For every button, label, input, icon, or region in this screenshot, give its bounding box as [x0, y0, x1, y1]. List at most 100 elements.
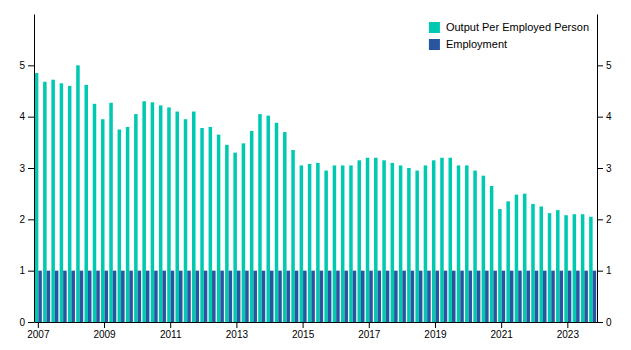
- bar: [523, 194, 527, 322]
- bar: [71, 271, 75, 322]
- bar: [415, 171, 419, 322]
- bar: [568, 271, 572, 322]
- legend: Output Per Employed Person Employment: [429, 21, 589, 50]
- bar: [196, 271, 200, 322]
- y2-tick-mark: [597, 65, 603, 66]
- bar: [200, 128, 204, 322]
- bar: [510, 271, 514, 322]
- y2-tick-mark: [597, 117, 603, 118]
- bar: [432, 160, 436, 322]
- bar: [328, 271, 332, 322]
- bar: [146, 271, 150, 322]
- bar: [374, 158, 378, 322]
- bar: [573, 214, 577, 322]
- bar: [526, 271, 530, 322]
- bar: [324, 171, 328, 322]
- bar: [217, 135, 221, 322]
- legend-item: Employment: [429, 38, 507, 50]
- bar: [47, 271, 51, 322]
- y-tick: 3: [19, 163, 34, 174]
- x-tick-label: 2017: [358, 329, 381, 340]
- bar: [204, 271, 208, 322]
- bar: [266, 116, 270, 322]
- bar: [548, 213, 552, 322]
- y2-tick: 5: [597, 60, 612, 71]
- bar: [270, 271, 274, 322]
- bar: [233, 153, 237, 322]
- y2-tick-mark: [597, 322, 603, 323]
- bar: [482, 176, 486, 322]
- bar: [485, 271, 489, 322]
- y-tick-mark: [28, 117, 34, 118]
- bar: [63, 271, 67, 322]
- bar: [76, 65, 80, 322]
- bar: [242, 143, 246, 322]
- bar: [68, 86, 72, 322]
- y2-tick-label: 1: [606, 265, 612, 276]
- y2-tick-label: 0: [606, 317, 612, 328]
- bar: [581, 214, 585, 322]
- bar: [551, 271, 555, 322]
- bar: [333, 165, 337, 322]
- bar: [435, 271, 439, 322]
- bar: [275, 123, 279, 322]
- bar: [303, 271, 307, 322]
- y-axis: 012345: [19, 15, 34, 328]
- bar: [444, 271, 448, 322]
- y-tick-mark: [28, 271, 34, 272]
- bar: [101, 119, 105, 322]
- x-tick: 2013: [226, 322, 249, 340]
- bar: [440, 158, 444, 322]
- x-tick: 2007: [27, 322, 50, 340]
- bar: [311, 271, 315, 322]
- y-tick-mark: [28, 219, 34, 220]
- y2-tick: 2: [597, 214, 612, 225]
- bar: [295, 271, 299, 322]
- bar: [452, 271, 456, 322]
- bar: [460, 271, 464, 322]
- bar: [88, 271, 92, 322]
- y-tick-label: 4: [19, 111, 25, 122]
- bar: [540, 207, 544, 323]
- bar: [308, 164, 312, 322]
- bar: [316, 163, 320, 322]
- bar: [427, 271, 431, 322]
- bar-series: [35, 65, 593, 322]
- bar: [349, 165, 353, 322]
- bar: [469, 271, 473, 322]
- bar: [184, 119, 188, 322]
- bar: [51, 80, 55, 322]
- bar: [60, 83, 64, 322]
- y-tick-mark: [28, 65, 34, 66]
- bar: [344, 271, 348, 322]
- x-tick-mark: [236, 322, 237, 328]
- x-axis-line: [35, 322, 598, 323]
- bar: [560, 271, 564, 322]
- bar: [493, 271, 497, 322]
- bars: [35, 65, 596, 322]
- bar: [366, 158, 370, 322]
- legend-swatch: [429, 39, 440, 50]
- x-tick-mark: [369, 322, 370, 328]
- bar: [212, 271, 216, 322]
- bar: [187, 271, 191, 322]
- bar: [457, 165, 461, 322]
- bar: [179, 271, 183, 322]
- bar: [253, 271, 257, 322]
- bar: [490, 186, 494, 322]
- y-tick: 1: [19, 265, 34, 276]
- x-tick-mark: [435, 322, 436, 328]
- x-tick-label: 2015: [292, 329, 315, 340]
- x-tick-mark: [303, 322, 304, 328]
- x-tick: 2021: [491, 322, 514, 340]
- x-tick-mark: [38, 322, 39, 328]
- x-tick: 2009: [93, 322, 116, 340]
- bar: [80, 271, 84, 322]
- y-tick: 4: [19, 111, 34, 122]
- bar: [245, 271, 249, 322]
- legend-item: Output Per Employed Person: [429, 21, 589, 33]
- bar: [386, 271, 390, 322]
- bar: [220, 271, 224, 322]
- bar: [411, 271, 415, 322]
- bar: [93, 104, 97, 322]
